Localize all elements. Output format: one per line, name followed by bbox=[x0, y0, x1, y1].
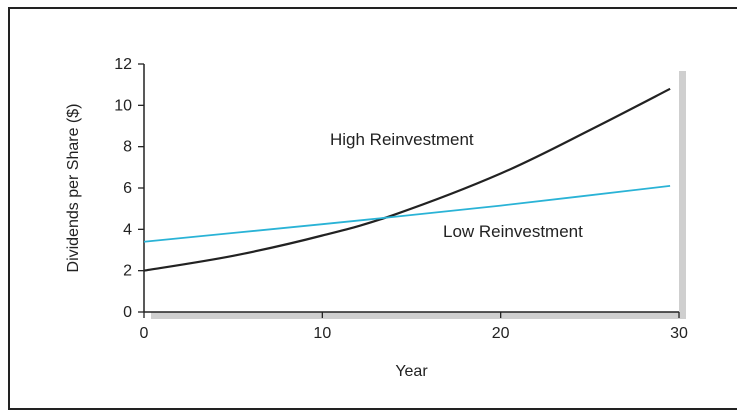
y-tick-label: 6 bbox=[123, 180, 132, 197]
plot-area bbox=[144, 64, 679, 312]
y-tick-label: 0 bbox=[123, 304, 132, 321]
x-axis-title: Year bbox=[395, 363, 428, 380]
x-tick-label: 20 bbox=[492, 325, 510, 342]
y-axis-title: Dividends per Share ($) bbox=[65, 104, 82, 273]
x-tick-label: 0 bbox=[140, 325, 149, 342]
y-tick-label: 12 bbox=[114, 56, 132, 73]
x-tick-label: 30 bbox=[670, 325, 688, 342]
series-label-low-reinvestment: Low Reinvestment bbox=[443, 222, 583, 241]
y-tick-label: 10 bbox=[114, 97, 132, 114]
series-lines bbox=[143, 87, 671, 272]
y-tick-label: 2 bbox=[123, 263, 132, 280]
y-tick-label: 8 bbox=[123, 139, 132, 156]
tick-labels: 0 2 4 6 8 10 12 0 10 20 30 bbox=[114, 56, 688, 342]
tick-marks bbox=[138, 63, 680, 318]
series-line-high-reinvestment bbox=[143, 87, 671, 272]
x-tick-label: 10 bbox=[313, 325, 331, 342]
y-tick-label: 4 bbox=[123, 221, 132, 238]
series-label-high-reinvestment: High Reinvestment bbox=[330, 130, 474, 149]
series-line-low-reinvestment bbox=[143, 185, 671, 243]
